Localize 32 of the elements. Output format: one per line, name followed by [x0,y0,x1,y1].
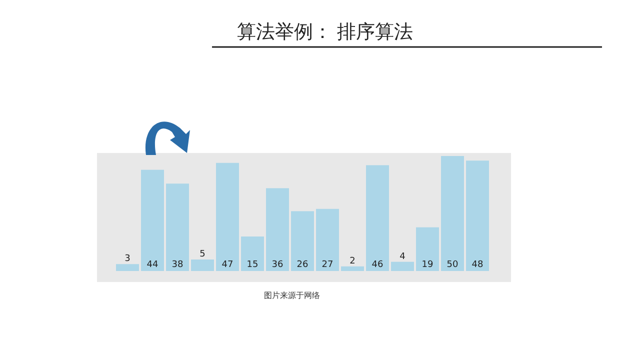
bar [291,211,314,271]
data-label: 44 [146,260,158,270]
data-label: 3 [124,254,130,264]
data-label: 2 [350,256,356,266]
bar [341,266,364,271]
bar [366,165,389,271]
data-label: 5 [200,250,206,260]
data-label: 38 [172,260,184,270]
bar [141,170,164,271]
bar [166,184,189,271]
data-label: 4 [400,252,406,262]
bar [441,156,464,271]
text: 图片来源于网络 [264,291,320,300]
data-label: 47 [222,260,234,270]
bar [316,208,339,271]
data-label: 15 [246,260,258,270]
data-label: 50 [446,260,458,270]
bar [116,264,139,271]
bar [416,227,439,271]
data-label: 46 [372,260,384,270]
bar [266,188,289,271]
data-label: 27 [322,260,334,270]
bar [191,260,214,271]
bar [466,160,489,271]
data-label: 36 [272,260,284,270]
data-label: 19 [422,260,434,270]
chart-title: 算法举例： 排序算法 [237,21,413,43]
data-label: 26 [296,260,308,270]
bar [216,162,239,271]
bar [391,262,414,271]
data-label: 48 [472,260,484,270]
bar [241,236,264,271]
